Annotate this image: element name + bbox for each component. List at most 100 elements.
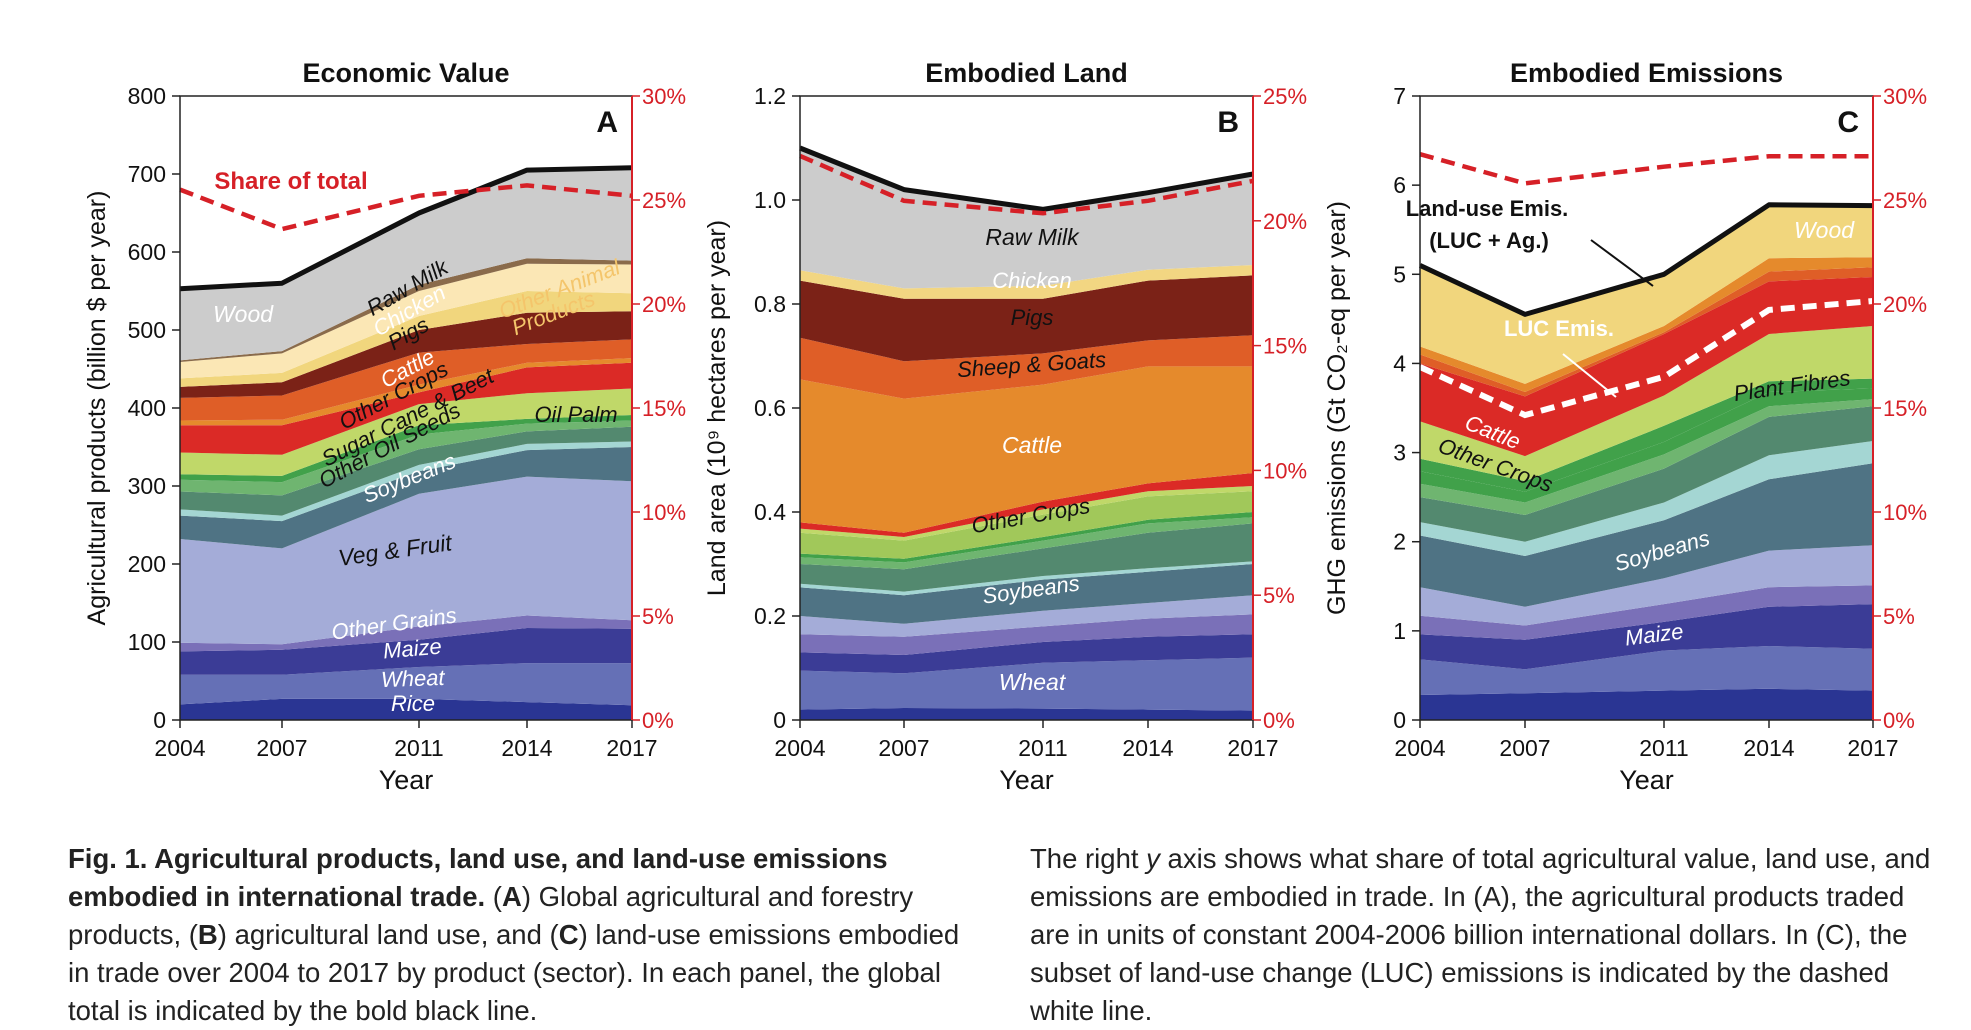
area-layer-6 [1420, 441, 1873, 556]
area-layer-2 [180, 628, 632, 675]
figure: 01002003004005006007008000%5%10%15%20%25… [83, 58, 1927, 795]
share-line [1419, 152, 1873, 186]
y-tick-label: 1.0 [754, 187, 786, 213]
series-label-raw-milk: Raw Milk [985, 224, 1080, 250]
caption-right-part: The right [1030, 843, 1147, 874]
area-layer-12 [180, 358, 632, 426]
y-tick-label: 0 [773, 707, 786, 733]
series-label-land-use-emis-2: (LUC + Ag.) [1429, 228, 1549, 253]
area-layer-2 [800, 634, 1253, 674]
y-tick-label: 4 [1393, 350, 1406, 376]
x-tick-label: 2011 [394, 735, 443, 761]
y-tick-label: 3 [1393, 440, 1406, 466]
area-layer-1 [800, 657, 1253, 711]
y-axis-label: Agricultural products (billion $ per yea… [83, 191, 111, 626]
series-label-rice: Rice [391, 691, 435, 716]
area-layer-14 [180, 311, 632, 398]
y-tick-label: 0.8 [754, 291, 786, 317]
panel-letter: A [596, 106, 618, 139]
x-tick-label: 2011 [1018, 735, 1067, 761]
area-layer-18 [180, 168, 632, 361]
series-label-land-use-emis-1: Land-use Emis. [1406, 196, 1569, 221]
y2-tick-label: 15% [642, 396, 686, 421]
x-tick-label: 2014 [501, 735, 552, 761]
y2-tick-label: 25% [642, 188, 686, 213]
caption-left-part: ( [485, 881, 502, 912]
y2-tick-label: 5% [642, 604, 674, 629]
y2-tick-label: 0% [1883, 708, 1915, 733]
y2-tick-label: 0% [1263, 708, 1295, 733]
y2-tick-label: 30% [642, 84, 686, 109]
x-axis-label: Year [1619, 765, 1674, 795]
y-tick-label: 0.2 [754, 603, 786, 629]
y-tick-label: 7 [1393, 83, 1406, 109]
y2-tick-label: 25% [1263, 84, 1307, 109]
area-layer-0 [180, 698, 632, 720]
y-tick-label: 700 [128, 161, 166, 187]
area-layer-12 [1420, 277, 1873, 457]
area-layer-10 [1420, 378, 1873, 492]
series-label-cattle: Cattle [1002, 432, 1062, 458]
area-layer-12 [800, 473, 1253, 537]
x-axis-label: Year [379, 765, 434, 795]
area-layer-3 [1420, 585, 1873, 640]
y2-tick-label: 10% [642, 500, 686, 525]
series-label-wheat: Wheat [999, 669, 1067, 695]
total-line [799, 145, 1254, 212]
area-layer-16 [180, 263, 632, 379]
y2-tick-label: 5% [1883, 604, 1915, 629]
land-use-emis-leader [1590, 239, 1654, 287]
panel-b: 0 0.2 0.4 0.6 0.8 1.0 1.2 0% 5% 10% 15% 20% 25% 2004 2… [703, 58, 1307, 795]
x-axis-label: Year [999, 765, 1054, 795]
x-tick-label: 2011 [1639, 735, 1688, 761]
area-layer-15 [1420, 204, 1873, 384]
caption-right-part: axis shows what share of total agricultu… [1030, 843, 1931, 1026]
area-layer-13 [180, 339, 632, 421]
x-tick-label: 2017 [1227, 735, 1278, 761]
area-layer-6 [180, 441, 632, 522]
area-layer-10 [180, 388, 632, 476]
y2-tick-label: 0% [642, 708, 674, 733]
caption-left-part: B [197, 919, 218, 950]
area-layer-1 [1420, 646, 1873, 695]
caption-left-part: A [501, 881, 522, 912]
y-tick-label: 1 [1393, 618, 1406, 644]
caption-left: Fig. 1. Agricultural products, land use,… [68, 840, 988, 1030]
x-tick-label: 2007 [256, 735, 307, 761]
x-tick-label: 2004 [774, 735, 825, 761]
y2-tick-label: 5% [1263, 583, 1295, 608]
area-layer-0 [1420, 688, 1873, 720]
area-layer-14 [800, 335, 1253, 399]
series-label-share-of-total: Share of total [214, 168, 367, 195]
y-tick-label: 2 [1393, 529, 1406, 555]
area-layer-16 [800, 265, 1253, 299]
area-layer-11 [800, 486, 1253, 541]
y2-tick-label: 10% [1263, 458, 1307, 483]
area-layer-5 [1420, 463, 1873, 607]
x-tick-label: 2004 [1394, 735, 1445, 761]
y-tick-label: 800 [128, 83, 166, 109]
area-layer-11 [1420, 326, 1873, 482]
y-tick-label: 500 [128, 317, 166, 343]
series-label-luc-emis: LUC Emis. [1504, 316, 1614, 341]
y-axis-label: Land area (10⁹ hectares per year) [703, 220, 731, 596]
area-layer-9 [180, 415, 632, 483]
y-axis-label: GHG emissions (Gt CO₂-eq per year) [1323, 201, 1351, 615]
series-label-wood: Wood [213, 301, 274, 327]
caption-left-part: ) agricultural land use, and ( [217, 919, 559, 950]
y-tick-label: 0 [1393, 707, 1406, 733]
area-layer-2 [1420, 604, 1873, 670]
y2-tick-label: 20% [642, 292, 686, 317]
caption-lead: Fig. 1. Agricultural products, land use,… [68, 843, 888, 912]
area-layer-15 [180, 291, 632, 387]
total-line [1418, 202, 1874, 317]
caption-right: The right y axis shows what share of tot… [1030, 840, 1950, 1030]
area-layer-0 [800, 708, 1253, 720]
area-layer-17 [800, 148, 1253, 289]
area-layer-4 [180, 476, 632, 645]
luc-line [1418, 298, 1874, 419]
area-layer-4 [800, 595, 1253, 637]
area-layer-15 [800, 275, 1253, 362]
y-tick-label: 100 [128, 629, 166, 655]
panel-c: 0 1 2 3 4 5 6 7 0% 5% 10% 15% 20% 25% 30% 2004 2007 2011 2… [1323, 58, 1927, 795]
